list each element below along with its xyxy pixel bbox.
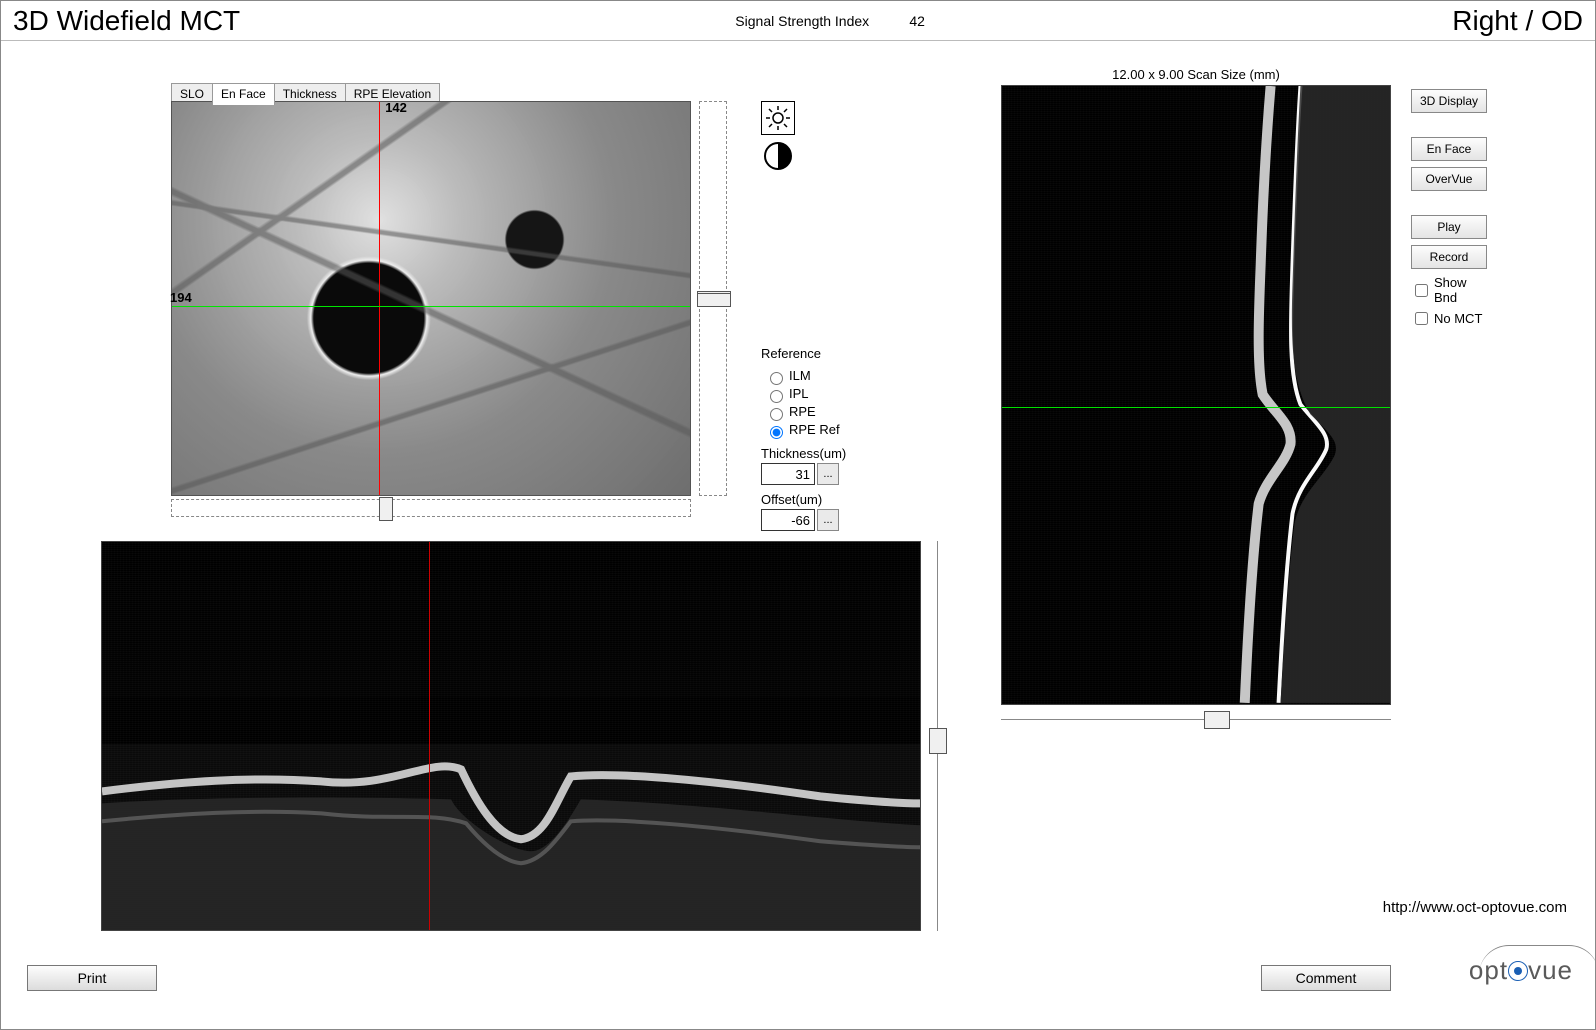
logo-eye-icon [1508, 961, 1528, 981]
depth-slider-lower-thumb[interactable] [697, 293, 731, 307]
overvue-button[interactable]: OverVue [1411, 167, 1487, 191]
play-button[interactable]: Play [1411, 215, 1487, 239]
vendor-url: http://www.oct-optovue.com [1383, 899, 1567, 916]
brightness-icon[interactable] [761, 101, 795, 135]
reference-panel: Reference ILM IPL RPE RPE Ref Thickness(… [761, 345, 846, 531]
enface-hslider-thumb[interactable] [379, 497, 393, 521]
ref-opt-rpe[interactable]: RPE [761, 403, 846, 421]
bscan-vertical[interactable] [1001, 85, 1391, 705]
offset-more-button[interactable]: ... [817, 509, 839, 531]
crosshair-x-label: 142 [385, 100, 407, 115]
thickness-label: Thickness(um) [761, 445, 846, 463]
ssi-label: Signal Strength Index [240, 13, 877, 29]
bscan-v-green-line[interactable] [1002, 407, 1390, 408]
ref-opt-ipl[interactable]: IPL [761, 385, 846, 403]
no-mct-checkbox[interactable]: No MCT [1411, 309, 1491, 328]
ref-opt-rperef[interactable]: RPE Ref [761, 421, 846, 439]
bscan-h-red-line[interactable] [429, 542, 430, 930]
crosshair-vertical[interactable] [379, 102, 380, 495]
comment-button[interactable]: Comment [1261, 965, 1391, 991]
scan-size-label: 12.00 x 9.00 Scan Size (mm) [1001, 67, 1391, 82]
ref-opt-rpe-text: RPE [789, 404, 816, 419]
print-button[interactable]: Print [27, 965, 157, 991]
record-button[interactable]: Record [1411, 245, 1487, 269]
thickness-more-button[interactable]: ... [817, 463, 839, 485]
enface-button[interactable]: En Face [1411, 137, 1487, 161]
ref-opt-ilm[interactable]: ILM [761, 367, 846, 385]
ssi-value: 42 [877, 13, 957, 29]
app-title: 3D Widefield MCT [13, 5, 240, 37]
bscan-h-slider-thumb[interactable] [929, 728, 947, 754]
thickness-value[interactable]: 31 [761, 463, 815, 485]
enface-hslider[interactable] [171, 499, 691, 517]
show-bnd-label: Show Bnd [1434, 275, 1491, 305]
show-bnd-checkbox[interactable]: Show Bnd [1411, 275, 1491, 305]
contrast-icon[interactable] [761, 139, 795, 173]
no-mct-label: No MCT [1434, 311, 1482, 326]
offset-label: Offset(um) [761, 491, 846, 509]
offset-value[interactable]: -66 [761, 509, 815, 531]
bscan-horizontal[interactable] [101, 541, 921, 931]
enface-depth-slider[interactable] [699, 101, 727, 496]
crosshair-horizontal[interactable] [172, 306, 690, 307]
reference-label: Reference [761, 345, 846, 363]
bscan-v-slider-thumb[interactable] [1204, 711, 1230, 729]
eye-label: Right / OD [957, 5, 1583, 37]
optovue-logo: optvue [1469, 955, 1573, 986]
ref-opt-ipl-text: IPL [789, 386, 809, 401]
3d-display-button[interactable]: 3D Display [1411, 89, 1487, 113]
crosshair-y-label: 194 [170, 290, 192, 305]
bscan-h-slider[interactable] [929, 541, 947, 931]
header: 3D Widefield MCT Signal Strength Index 4… [1, 1, 1595, 41]
bscan-v-slider[interactable] [1001, 711, 1391, 729]
right-button-column: 3D Display En Face OverVue Play Record S… [1411, 89, 1491, 328]
enface-image[interactable]: 142 194 [171, 101, 691, 496]
ref-opt-rperef-text: RPE Ref [789, 422, 840, 437]
ref-opt-ilm-text: ILM [789, 368, 811, 383]
tab-enface[interactable]: En Face [212, 83, 275, 105]
